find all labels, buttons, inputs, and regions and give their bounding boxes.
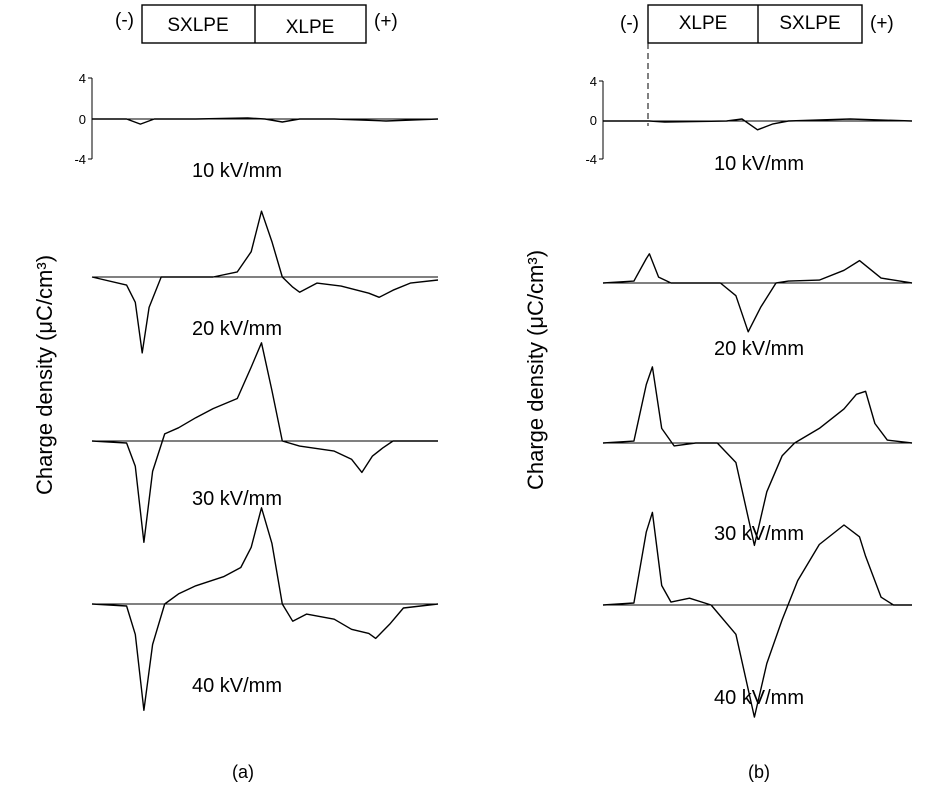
panel-b-series-line <box>603 118 913 131</box>
panel-a-field-label: 10 kV/mm <box>192 160 282 182</box>
panel-a-series-line <box>91 342 438 543</box>
panel-a-electrode-left: (-) <box>115 10 134 31</box>
panel-b-layer-box <box>647 4 863 44</box>
panel-b-layer-1: XLPE <box>679 13 728 34</box>
panel-a-ylabel: Charge density (μC/cm³) <box>32 255 57 495</box>
panel-a-layer-box <box>141 4 367 44</box>
panel-a-layer-2: XLPE <box>286 17 335 38</box>
panel-a-series-line <box>92 117 439 125</box>
panel-b: (-) XLPE SXLPE (+) 4 0 -4 Charge density… <box>523 4 913 782</box>
panel-a-series-line <box>91 507 439 711</box>
panel-a-field-label: 20 kV/mm <box>192 318 282 340</box>
panel-b-series-line <box>602 511 912 718</box>
panel-b-field-label: 30 kV/mm <box>714 523 804 545</box>
panel-a-layer-1: SXLPE <box>167 15 228 36</box>
panel-a-electrode-right: (+) <box>374 11 398 32</box>
panel-a-series-line <box>91 210 439 354</box>
panel-b-electrode-right: (+) <box>870 13 894 34</box>
panel-b-field-label: 40 kV/mm <box>714 687 804 709</box>
panel-b-field-label: 10 kV/mm <box>714 153 804 175</box>
panel-a-ytick-label: 0 <box>79 112 86 127</box>
panel-b-series-line <box>602 253 913 333</box>
panel-b-ytick-label: 0 <box>590 113 597 128</box>
panel-a-ytick-label: 4 <box>79 71 86 86</box>
panel-a-caption: (a) <box>232 762 254 782</box>
panel-b-traces: 10 kV/mm 20 kV/mm 30 kV/mm 40 kV/mm <box>602 118 913 718</box>
panel-a: (-) SXLPE XLPE (+) 4 0 -4 Charge density… <box>32 4 439 782</box>
panel-b-caption: (b) <box>748 762 770 782</box>
panel-b-field-label: 20 kV/mm <box>714 338 804 360</box>
panel-a-field-label: 30 kV/mm <box>192 488 282 510</box>
panel-b-ytick-label: 4 <box>590 74 597 89</box>
panel-b-ytick-label: -4 <box>585 152 597 167</box>
panel-b-layer-2: SXLPE <box>779 13 840 34</box>
panel-b-series-line <box>602 366 913 547</box>
panel-a-field-label: 40 kV/mm <box>192 675 282 697</box>
panel-b-ylabel: Charge density (μC/cm³) <box>523 250 548 490</box>
panel-a-traces: 10 kV/mm 20 kV/mm 30 kV/mm 40 kV/mm <box>91 117 439 711</box>
panel-a-ytick-label: -4 <box>74 152 86 167</box>
panel-b-electrode-left: (-) <box>620 13 639 34</box>
